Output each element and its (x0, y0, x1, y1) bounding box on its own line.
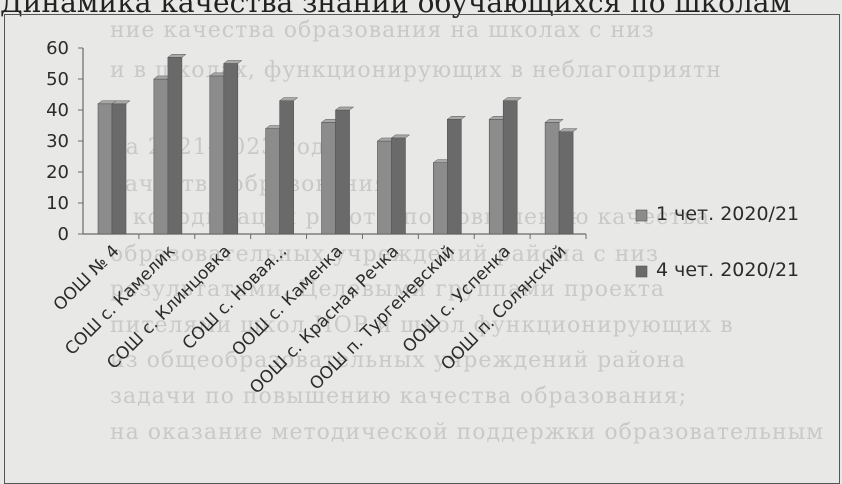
bar (488, 119, 504, 235)
y-tick-label: 20 (46, 162, 69, 183)
bar (544, 122, 560, 235)
bar (167, 56, 183, 235)
legend-swatch (635, 265, 648, 278)
bar (433, 162, 448, 235)
background-text-line: из общеобразовательных учреждений района (110, 348, 687, 373)
y-tick-label: 0 (58, 224, 69, 245)
y-tick-label: 40 (46, 100, 69, 121)
bar-top (558, 128, 578, 132)
background-text-line: пителями школ НОР и школ функционирующих… (110, 313, 734, 338)
background-text-line: ние качества образования на школах с низ (110, 18, 655, 43)
bar (97, 103, 113, 235)
bar (391, 137, 406, 235)
background-text-line: образовательных учреждений района с низ (110, 242, 660, 267)
y-tick-label: 60 (46, 38, 69, 59)
bar-top (111, 100, 131, 105)
bar (377, 140, 392, 235)
background-text-line: результатами. Целевыми группами проекта (110, 277, 666, 302)
legend-label: 4 чет. 2020/21 (656, 259, 799, 281)
bar-top (223, 60, 243, 64)
y-tick-label: 10 (46, 193, 69, 214)
bar (447, 119, 462, 235)
bar (153, 78, 169, 235)
bar (502, 100, 518, 235)
bar (265, 128, 280, 235)
y-tick-label: 50 (46, 69, 69, 90)
bar (558, 131, 574, 235)
background-text-line: задачи по повышению качества образования… (110, 384, 688, 409)
x-category-label: СОШ с. Новая... (179, 241, 291, 353)
bar-top (390, 134, 411, 139)
bar-top (334, 106, 355, 111)
bar (209, 75, 225, 235)
bar-top (502, 97, 522, 101)
bar (321, 122, 336, 235)
bar-top (167, 54, 187, 58)
legend-label: 1 чет. 2020/21 (656, 203, 799, 225)
bar-top (278, 97, 299, 101)
bar (223, 63, 239, 235)
bar (335, 109, 350, 235)
bar (111, 103, 127, 235)
legend-swatch (635, 209, 648, 222)
bar-top (446, 116, 467, 120)
bar-top (544, 119, 564, 123)
y-tick-label: 30 (46, 131, 69, 152)
bar (279, 100, 294, 235)
background-text-line: на оказание методической поддержки образ… (110, 420, 825, 445)
